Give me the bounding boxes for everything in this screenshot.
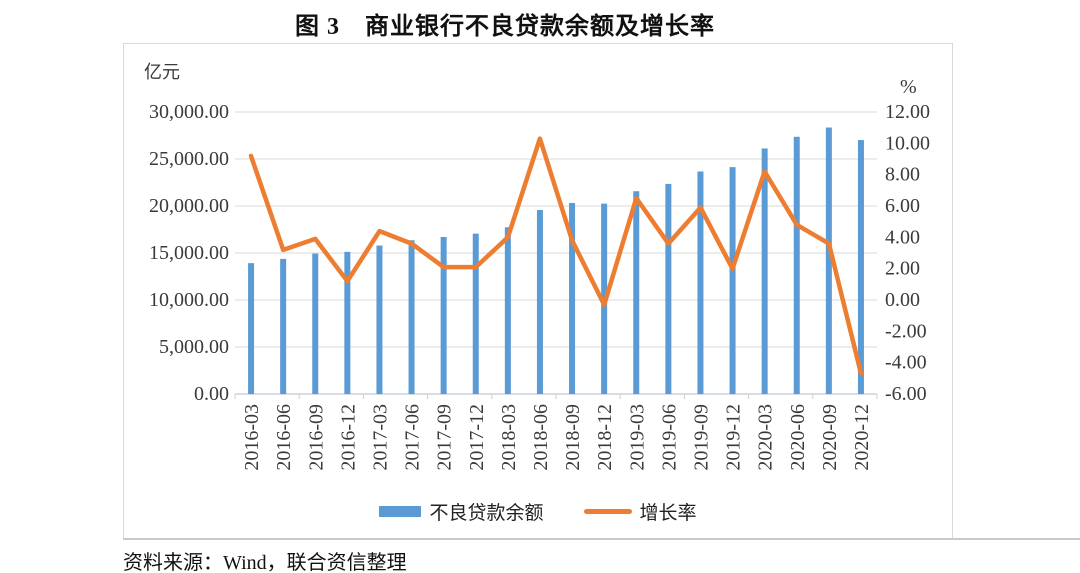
- growth-rate-swatch-icon: [583, 508, 632, 514]
- x-axis-label: 2019-06: [658, 404, 680, 471]
- x-axis-label: 2019-09: [690, 404, 712, 471]
- right-axis-tick-label: 6.00: [885, 195, 920, 217]
- left-axis-tick-label: 10,000.00: [149, 289, 229, 311]
- x-axis-label: 2016-06: [273, 404, 295, 471]
- x-axis-label: 2017-06: [402, 404, 424, 471]
- npl-balance-bar: [569, 202, 576, 394]
- legend-label-npl-balance: 不良贷款余额: [429, 502, 544, 524]
- npl-balance-bar: [504, 227, 511, 394]
- npl-balance-bar: [312, 253, 319, 394]
- chart-legend: 不良贷款余额 增长率: [124, 498, 952, 524]
- right-axis-tick-label: -4.00: [885, 352, 927, 374]
- x-axis-label: 2017-09: [434, 404, 456, 471]
- right-axis-tick-label: -2.00: [885, 320, 927, 342]
- x-axis-label: 2017-03: [369, 404, 391, 471]
- x-axis-label: 2018-06: [530, 404, 552, 471]
- x-axis-label: 2020-06: [787, 404, 809, 471]
- right-axis-unit-label: %: [900, 76, 917, 98]
- x-axis-label: 2018-03: [498, 404, 520, 471]
- npl-balance-swatch-icon: [379, 505, 422, 517]
- x-axis-label: 2018-09: [562, 404, 584, 471]
- right-axis-tick-label: -6.00: [885, 383, 927, 405]
- x-axis-label: 2016-09: [305, 404, 327, 471]
- npl-balance-bar: [825, 127, 832, 394]
- x-axis-label: 2018-12: [594, 404, 616, 471]
- source-note: 资料来源：Wind，联合资信整理: [123, 552, 407, 573]
- npl-balance-bar: [729, 167, 736, 394]
- chart-title: 图 3 商业银行不良贷款余额及增长率: [295, 14, 715, 40]
- npl-balance-bar: [665, 183, 672, 394]
- npl-balance-bar: [248, 263, 255, 394]
- right-axis-tick-label: 10.00: [885, 132, 930, 154]
- npl-balance-bar: [472, 233, 479, 394]
- npl-balance-bar: [793, 136, 800, 395]
- chart-frame: 30,000.00 25,000.00 20,000.00 15,000.00 10,0…: [123, 43, 953, 539]
- left-axis-unit-label: 亿元: [144, 62, 180, 82]
- legend-item-growth-rate: 增长率: [583, 498, 697, 525]
- right-axis-tick-label: 0.00: [885, 289, 920, 311]
- npl-balance-bar: [633, 191, 640, 394]
- left-axis-tick-label: 5,000.00: [159, 336, 229, 358]
- right-axis-tick-label: 12.00: [885, 101, 930, 123]
- left-axis-tick-label: 15,000.00: [149, 242, 229, 264]
- npl-balance-bar: [408, 240, 415, 394]
- right-axis-tick-label: 8.00: [885, 164, 920, 186]
- npl-balance-bar: [536, 210, 543, 394]
- x-axis-label: 2020-12: [851, 404, 873, 471]
- npl-balance-bar: [280, 258, 287, 394]
- npl-balance-bar: [440, 236, 447, 394]
- npl-balance-bar: [761, 148, 768, 394]
- right-axis-tick-label: 4.00: [885, 226, 920, 248]
- growth-rate-line: [248, 136, 864, 376]
- npl-balance-bar: [697, 171, 704, 394]
- right-axis-tick-label: 2.00: [885, 258, 920, 280]
- x-axis-label: 2017-12: [466, 404, 488, 471]
- left-axis-tick-label: 25,000.00: [149, 148, 229, 170]
- legend-item-npl-balance: 不良贷款余额: [379, 498, 544, 525]
- left-axis-tick-label: 0.00: [194, 383, 229, 405]
- x-axis-label: 2020-09: [819, 404, 841, 471]
- x-axis-label: 2016-03: [241, 404, 263, 471]
- left-axis-tick-label: 20,000.00: [149, 195, 229, 217]
- npl-balance-bar: [376, 245, 383, 394]
- x-axis-label: 2016-12: [337, 404, 359, 471]
- legend-label-growth-rate: 增长率: [639, 502, 697, 524]
- combo-chart-svg: 30,000.00 25,000.00 20,000.00 15,000.00 10,0…: [144, 62, 930, 471]
- left-axis-tick-label: 30,000.00: [149, 101, 229, 123]
- x-axis-label: 2019-03: [626, 404, 648, 471]
- npl-balance-bar: [857, 140, 864, 394]
- x-axis-label: 2019-12: [723, 404, 745, 471]
- table-rule: [123, 538, 1080, 540]
- x-axis-label: 2020-03: [755, 404, 777, 471]
- npl-balance-bar: [344, 251, 351, 394]
